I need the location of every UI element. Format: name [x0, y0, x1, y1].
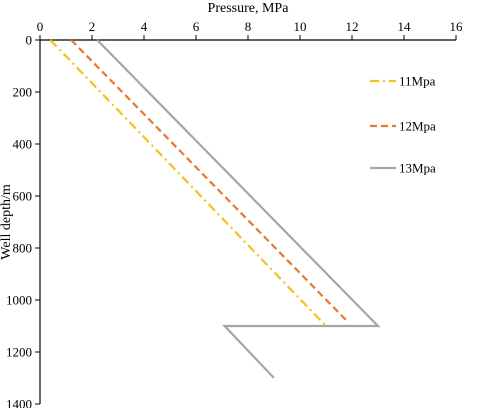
y-tick-label: 0	[26, 33, 33, 48]
y-tick-label: 1400	[6, 397, 32, 408]
x-tick-label: 2	[89, 19, 96, 34]
x-tick-label: 10	[294, 19, 307, 34]
y-tick-label: 400	[13, 137, 33, 152]
x-tick-label: 14	[398, 19, 412, 34]
x-tick-label: 16	[450, 19, 464, 34]
x-tick-label: 6	[193, 19, 200, 34]
series-lines	[49, 39, 381, 379]
x-tick-label: 8	[245, 19, 252, 34]
legend-label: 12Mpa	[399, 119, 436, 134]
y-axis: 0 200 400 600 800 1000 1200 1400	[6, 33, 40, 408]
series-line-12Mpa	[70, 39, 348, 322]
y-tick-label: 800	[13, 241, 33, 256]
x-axis-title: Pressure, MPa	[208, 1, 290, 16]
legend: 11Mpa 12Mpa 13Mpa	[370, 74, 436, 176]
series-line-13Mpa	[96, 39, 381, 379]
legend-label: 13Mpa	[399, 161, 436, 176]
x-tick-label: 0	[37, 19, 44, 34]
y-tick-label: 600	[13, 189, 33, 204]
y-axis-title: Well depth/m	[0, 184, 14, 260]
y-tick-label: 1000	[6, 293, 32, 308]
legend-label: 11Mpa	[399, 74, 436, 89]
y-tick-label: 1200	[6, 345, 32, 360]
y-tick-label: 200	[13, 85, 33, 100]
series-line-11Mpa	[49, 39, 327, 327]
x-tick-label: 4	[141, 19, 148, 34]
x-axis: 0 2 4 6 8 10 12 14 16	[37, 19, 463, 40]
x-tick-label: 12	[346, 19, 359, 34]
